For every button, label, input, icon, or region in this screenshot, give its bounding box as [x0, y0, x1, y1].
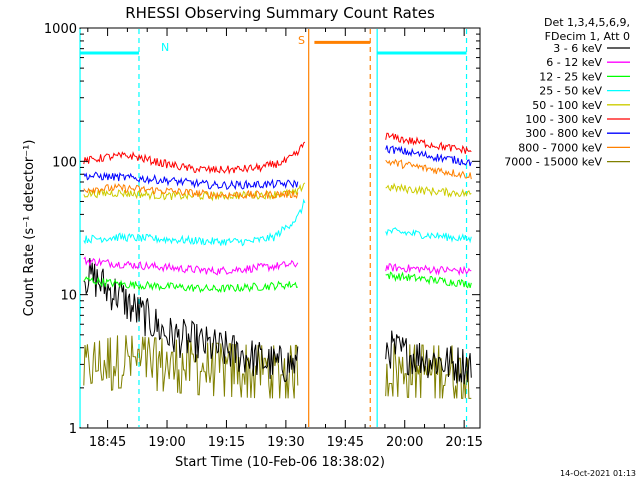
series-line-100-300-kev-seg2 — [385, 132, 472, 154]
legend-item-label: 6 - 12 keV — [546, 56, 602, 69]
axes: 1 10 100 1000 18:45 19:00 19:15 19:30 19:45 20:0… — [22, 22, 483, 470]
series-line-800-7000-kev-seg1 — [83, 183, 299, 200]
legend-item-label: 12 - 25 keV — [539, 70, 602, 83]
series-line-7000-15000-kev-seg2 — [385, 343, 472, 399]
series-line-3-6-kev-seg2 — [385, 330, 472, 385]
legend-item-label: 300 - 800 keV — [525, 127, 602, 140]
y-tick-label: 100 — [52, 155, 77, 170]
chart-title: RHESSI Observing Summary Count Rates — [125, 4, 435, 22]
series-lines — [83, 132, 472, 399]
series-line-25-50-kev-seg2 — [385, 227, 472, 244]
x-tick-label: 18:45 — [89, 435, 126, 450]
x-tick-label: 19:45 — [327, 435, 364, 450]
legend-item-label: 50 - 100 keV — [532, 99, 602, 112]
legend-header-line-2: FDecim 1, Att 0 — [545, 30, 630, 43]
y-tick-label: 1 — [69, 422, 77, 437]
series-line-50-100-kev-seg2 — [385, 182, 472, 198]
series-line-6-12-kev-seg2 — [385, 263, 472, 276]
flag-label-s: S — [298, 34, 305, 47]
series-line-6-12-kev-seg1 — [83, 256, 299, 276]
flag-label-n: N — [161, 41, 169, 54]
series-line-300-800-kev-seg2 — [385, 145, 472, 167]
x-tick-label: 19:30 — [267, 435, 304, 450]
mode-flags — [80, 40, 467, 55]
legend-item-label: 100 - 300 keV — [525, 113, 602, 126]
x-tick-label: 20:15 — [445, 435, 482, 450]
legend: Det 1,3,4,5,6,9, FDecim 1, Att 0 3 - 6 k… — [504, 16, 630, 169]
footer-date: 14-Oct-2021 01:13 — [560, 469, 636, 478]
x-axis-ticks: 18:45 19:00 19:15 19:30 19:45 20:00 20:15 — [87, 28, 483, 450]
y-tick-label: 1000 — [44, 22, 77, 37]
plot-area: N S — [79, 27, 481, 429]
series-line-12-25-kev-seg2 — [385, 271, 472, 289]
y-axis-ticks: 1 10 100 1000 — [44, 22, 480, 437]
x-tick-label: 19:00 — [148, 435, 185, 450]
series-line-300-800-kev-seg1 — [83, 171, 299, 191]
y-tick-label: 10 — [60, 289, 77, 304]
legend-header-line-1: Det 1,3,4,5,6,9, — [544, 16, 630, 29]
series-line-100-300-kev-seg1 — [83, 141, 306, 175]
x-axis-label: Start Time (10-Feb-06 18:38:02) — [175, 455, 385, 470]
mode-boundaries — [79, 29, 468, 427]
series-line-12-25-kev-seg1 — [83, 276, 298, 294]
legend-item-label: 800 - 7000 keV — [518, 141, 602, 154]
y-axis-label: Count Rate (s⁻¹ detector⁻¹) — [22, 140, 37, 317]
series-line-25-50-kev-seg1 — [83, 198, 306, 247]
legend-item-label: 3 - 6 keV — [553, 42, 602, 55]
legend-item-label: 7000 - 15000 keV — [504, 156, 602, 169]
x-tick-label: 20:00 — [386, 435, 423, 450]
legend-item-label: 25 - 50 keV — [539, 85, 602, 98]
x-tick-label: 19:15 — [208, 435, 245, 450]
series-line-800-7000-kev-seg2 — [385, 158, 472, 180]
